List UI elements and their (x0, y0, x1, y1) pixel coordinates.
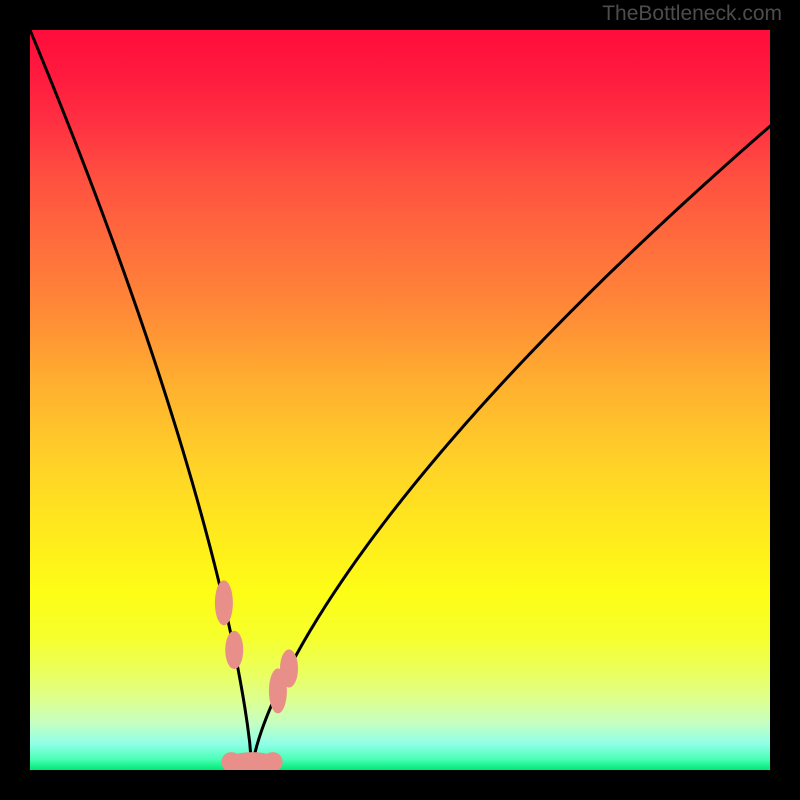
curve-markers (215, 580, 298, 770)
bottleneck-curve-layer (30, 30, 770, 770)
plot-area (30, 30, 770, 770)
watermark-text: TheBottleneck.com (602, 2, 782, 26)
marker-dot (280, 649, 298, 687)
chart-stage: TheBottleneck.com (0, 0, 800, 800)
bottleneck-curve (30, 30, 770, 770)
marker-dot (215, 580, 233, 625)
marker-dot (225, 631, 243, 669)
